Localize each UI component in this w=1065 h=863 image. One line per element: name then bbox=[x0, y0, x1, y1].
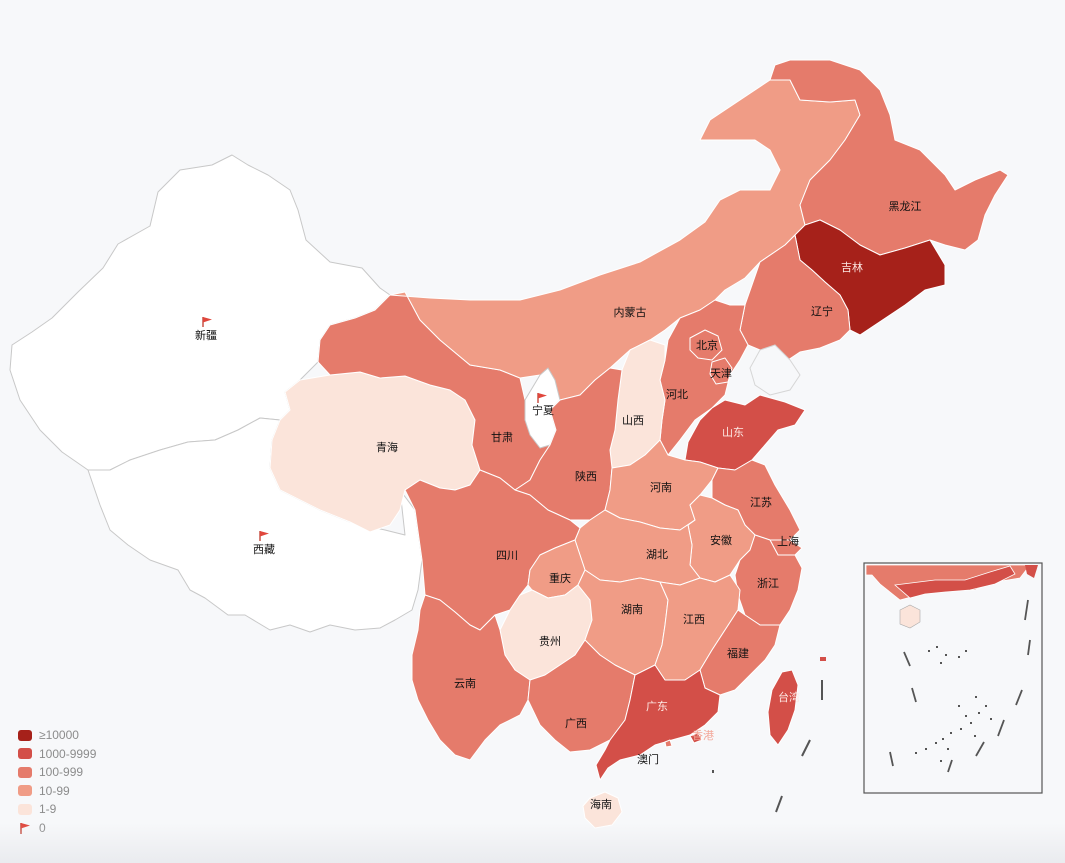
region-label: 甘肃 bbox=[491, 431, 513, 444]
region-label: 天津 bbox=[710, 367, 732, 380]
region-label: 广东 bbox=[646, 700, 668, 713]
region-北京[interactable] bbox=[689, 329, 723, 361]
region-天津[interactable] bbox=[709, 357, 733, 385]
legend-item[interactable]: 1-9 bbox=[18, 800, 96, 819]
region-广东[interactable] bbox=[595, 664, 721, 781]
region-label: 四川 bbox=[496, 549, 518, 562]
region-label: 青海 bbox=[376, 440, 398, 454]
region-label: 湖北 bbox=[646, 548, 668, 561]
legend-swatch bbox=[18, 729, 32, 741]
bohai-sea bbox=[749, 344, 801, 396]
region-label: 河北 bbox=[666, 388, 688, 401]
region-label: 黑龙江 bbox=[889, 200, 922, 213]
region-label: 吉林 bbox=[841, 260, 863, 274]
region-云南[interactable] bbox=[411, 594, 531, 761]
region-label: 江苏 bbox=[750, 496, 772, 509]
legend-item[interactable]: 10-99 bbox=[18, 782, 96, 801]
region-浙江[interactable] bbox=[734, 534, 803, 626]
region-label: 浙江 bbox=[757, 577, 779, 590]
legend-label: 1000-9999 bbox=[39, 746, 97, 761]
region-label: 广西 bbox=[565, 717, 587, 730]
region-label: 重庆 bbox=[549, 571, 571, 585]
region-label: 云南 bbox=[454, 677, 476, 690]
region-label: 北京 bbox=[696, 338, 718, 352]
legend-item[interactable]: ≥10000 bbox=[18, 726, 96, 745]
region-label: 内蒙古 bbox=[614, 305, 647, 319]
region-label: 辽宁 bbox=[811, 304, 833, 318]
region-label: 上海 bbox=[777, 534, 799, 548]
region-label: 贵州 bbox=[539, 635, 561, 648]
region-label: 新疆 bbox=[195, 328, 217, 342]
bottom-shade bbox=[0, 823, 1065, 863]
south-china-sea-inset bbox=[863, 562, 1043, 794]
legend-swatch bbox=[18, 748, 32, 760]
legend-swatch bbox=[18, 785, 32, 797]
south-sea-dashes bbox=[775, 680, 823, 813]
region-label: 河南 bbox=[650, 481, 672, 494]
legend-item[interactable]: 100-999 bbox=[18, 763, 96, 782]
region-黑龙江[interactable] bbox=[769, 59, 1009, 256]
region-label: 台湾 bbox=[778, 690, 800, 704]
small-island bbox=[712, 770, 714, 773]
region-label: 香港 bbox=[692, 729, 714, 742]
region-香港[interactable] bbox=[689, 732, 703, 744]
region-label: 陕西 bbox=[575, 469, 597, 483]
legend-item[interactable]: 1000-9999 bbox=[18, 745, 96, 764]
region-label: 山西 bbox=[622, 414, 644, 427]
legend-label: ≥10000 bbox=[39, 728, 79, 743]
region-label: 海南 bbox=[590, 797, 612, 811]
legend-label: 100-999 bbox=[39, 765, 84, 780]
region-台湾[interactable] bbox=[767, 669, 799, 746]
region-西藏[interactable] bbox=[87, 417, 423, 633]
region-label: 西藏 bbox=[253, 543, 275, 556]
legend-label: 1-9 bbox=[39, 802, 57, 817]
region-label: 安徽 bbox=[710, 533, 732, 547]
region-澳门[interactable] bbox=[664, 739, 673, 748]
region-label: 福建 bbox=[727, 646, 749, 660]
region-label: 宁夏 bbox=[532, 403, 554, 417]
legend: ≥10000 1000-9999 100-999 10-99 1-9 0 bbox=[18, 726, 96, 837]
legend-label: 10-99 bbox=[39, 783, 70, 798]
region-label: 湖南 bbox=[621, 603, 643, 616]
region-label: 澳门 bbox=[637, 752, 659, 766]
legend-swatch bbox=[18, 766, 32, 778]
region-label: 江西 bbox=[683, 613, 705, 626]
legend-swatch bbox=[18, 803, 32, 815]
small-island bbox=[820, 657, 826, 661]
region-label: 山东 bbox=[722, 426, 744, 439]
